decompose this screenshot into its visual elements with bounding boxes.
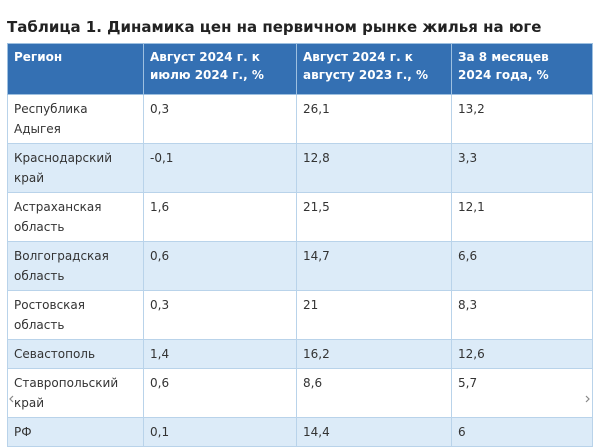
table-cell: 26,1 bbox=[296, 94, 452, 144]
column-header: Регион bbox=[7, 43, 144, 95]
table-row: РФ 0,1 14,4 6 bbox=[7, 417, 593, 447]
column-header: Август 2024 г. к июлю 2024 г., % bbox=[143, 43, 297, 95]
table-cell: 21 bbox=[296, 290, 452, 340]
table-row: Краснодарский край -0,1 12,8 3,3 bbox=[7, 143, 593, 193]
header-row: Регион Август 2024 г. к июлю 2024 г., % Ав… bbox=[7, 43, 593, 95]
table-cell: 14,7 bbox=[296, 241, 452, 291]
table-cell: 0,1 bbox=[143, 417, 297, 447]
table-cell: 14,4 bbox=[296, 417, 452, 447]
table: Регион Август 2024 г. к июлю 2024 г., % Ав… bbox=[7, 43, 593, 447]
table-cell: 12,1 bbox=[451, 192, 593, 242]
table-cell: 8,3 bbox=[451, 290, 593, 340]
table-cell: 0,3 bbox=[143, 94, 297, 144]
table-row: Ставропольский край 0,6 8,6 5,7 bbox=[7, 368, 593, 418]
page: Таблица 1. Динамика цен на первичном рын… bbox=[7, 18, 593, 447]
table-cell: 1,6 bbox=[143, 192, 297, 242]
table-cell: Ростовская область bbox=[7, 290, 144, 340]
table-body: Республика Адыгея 0,3 26,1 13,2 Краснодарски… bbox=[7, 94, 593, 447]
table-cell: Республика Адыгея bbox=[7, 94, 144, 144]
table-cell: 8,6 bbox=[296, 368, 452, 418]
table-row: Севастополь 1,4 16,2 12,6 bbox=[7, 339, 593, 369]
table-row: Республика Адыгея 0,3 26,1 13,2 bbox=[7, 94, 593, 144]
table-cell: Севастополь bbox=[7, 339, 144, 369]
table-row: Волгоградская область 0,6 14,7 6,6 bbox=[7, 241, 593, 291]
table-cell: 5,7 bbox=[451, 368, 593, 418]
column-header: За 8 месяцев 2024 года, % bbox=[451, 43, 593, 95]
table-cell: -0,1 bbox=[143, 143, 297, 193]
table-row: Астраханская область 1,6 21,5 12,1 bbox=[7, 192, 593, 242]
scroll-right[interactable] bbox=[585, 395, 590, 403]
table-row: Ростовская область 0,3 21 8,3 bbox=[7, 290, 593, 340]
table-cell: Астраханская область bbox=[7, 192, 144, 242]
table-cell: 0,3 bbox=[143, 290, 297, 340]
table-cell: 16,2 bbox=[296, 339, 452, 369]
table-cell: 12,6 bbox=[451, 339, 593, 369]
table-cell: Волгоградская область bbox=[7, 241, 144, 291]
table-cell: 1,4 bbox=[143, 339, 297, 369]
table-cell: Краснодарский край bbox=[7, 143, 144, 193]
table-title: Таблица 1. Динамика цен на первичном рын… bbox=[7, 18, 542, 36]
table-cell: 12,8 bbox=[296, 143, 452, 193]
scrollbar[interactable] bbox=[7, 394, 592, 404]
table-cell: РФ bbox=[7, 417, 144, 447]
table-cell: Ставропольский край bbox=[7, 368, 144, 418]
table-cell: 0,6 bbox=[143, 368, 297, 418]
table-cell: 21,5 bbox=[296, 192, 452, 242]
table-cell: 13,2 bbox=[451, 94, 593, 144]
table-cell: 6 bbox=[451, 417, 593, 447]
table-cell: 3,3 bbox=[451, 143, 593, 193]
column-header: Август 2024 г. к августу 2023 г., % bbox=[296, 43, 452, 95]
scroll-left[interactable] bbox=[9, 395, 14, 403]
table-cell: 0,6 bbox=[143, 241, 297, 291]
table-cell: 6,6 bbox=[451, 241, 593, 291]
